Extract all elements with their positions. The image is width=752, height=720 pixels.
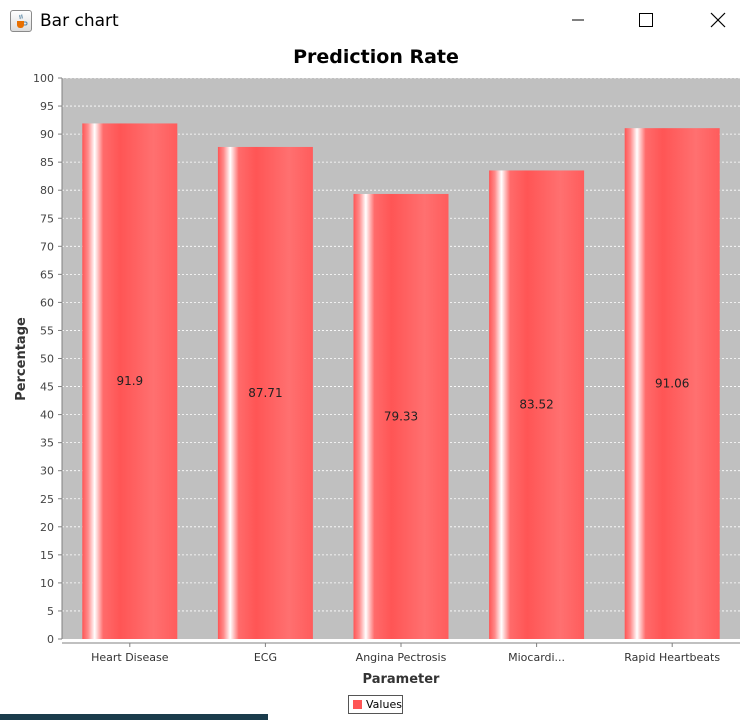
y-axis-label: Percentage [14,317,29,401]
window-titlebar: Bar chart [0,0,752,40]
close-icon [710,12,726,28]
chart-title: Prediction Rate [293,46,459,68]
x-tick-label: Heart Disease [91,651,169,664]
window-title: Bar chart [40,11,119,31]
y-axis-ticks: 0 5 10 15 20 25 30 35 40 45 50 55 60 65 70 75 80 85 90 95 10… [33,72,62,646]
y-tick-label: 50 [40,353,54,366]
bar [489,170,585,639]
bar [353,193,449,640]
y-tick-label: 10 [40,577,54,590]
data-label: 79.33 [384,409,418,423]
minimize-button[interactable] [548,0,608,40]
y-tick-label: 35 [40,437,54,450]
data-label: 91.9 [116,374,143,388]
y-tick-label: 0 [47,633,54,646]
y-tick-label: 75 [40,212,54,225]
y-tick-label: 25 [40,493,54,506]
y-tick-label: 15 [40,549,54,562]
java-cup-icon[interactable] [10,10,32,32]
minimize-icon [572,19,584,21]
data-label: 91.06 [655,377,689,391]
data-label: 83.52 [519,398,553,412]
data-labels: 91.9 87.71 79.33 83.52 91.06 [116,374,689,423]
bar [624,128,720,640]
taskbar-strip [0,714,752,720]
bar-chart: Prediction Rate 0 5 10 15 20 25 30 35 40 45 50 55 60… [14,46,740,687]
maximize-icon [639,13,653,27]
y-tick-label: 20 [40,521,54,534]
maximize-button[interactable] [616,0,676,40]
y-tick-label: 65 [40,268,54,281]
y-tick-label: 30 [40,465,54,478]
x-tick-label: Miocardi... [508,651,565,664]
x-axis-label: Parameter [363,672,441,687]
y-tick-label: 95 [40,100,54,113]
y-tick-label: 90 [40,128,54,141]
y-tick-label: 60 [40,296,54,309]
y-tick-label: 100 [33,72,54,85]
y-tick-label: 85 [40,156,54,169]
x-tick-label: Angina Pectrosis [356,651,447,664]
bars [82,123,720,640]
legend-label: Values [366,698,402,711]
y-tick-label: 45 [40,381,54,394]
x-tick-label: Rapid Heartbeats [624,651,720,664]
legend: Values [348,695,403,714]
bar [217,146,313,639]
legend-swatch [353,700,362,709]
y-tick-label: 55 [40,324,54,337]
y-tick-label: 70 [40,240,54,253]
x-tick-label: ECG [254,651,277,664]
y-tick-label: 40 [40,409,54,422]
data-label: 87.71 [248,386,282,400]
bar [82,123,178,640]
y-tick-label: 80 [40,184,54,197]
y-tick-label: 5 [47,605,54,618]
x-axis-ticks: Heart Disease ECG Angina Pectrosis Miocardi… [91,643,720,664]
close-button[interactable] [688,0,748,40]
